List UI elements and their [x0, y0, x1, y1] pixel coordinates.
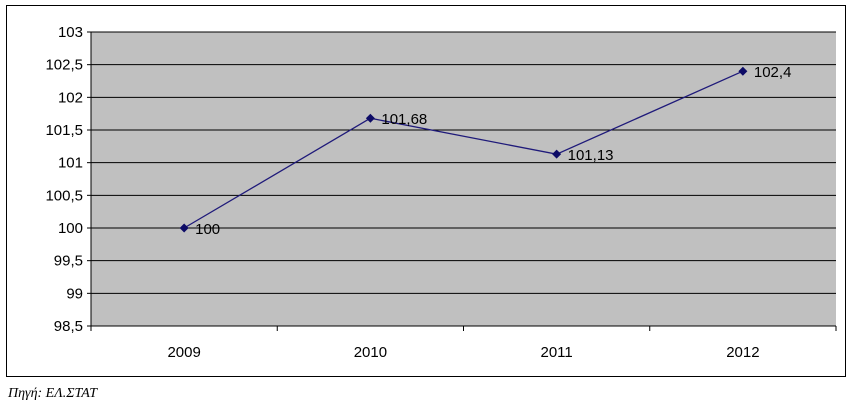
y-tick-label: 100,5	[45, 187, 83, 204]
y-tick-label: 103	[58, 24, 83, 41]
y-tick-label: 98,5	[54, 318, 83, 335]
y-tick-label: 99,5	[54, 253, 83, 270]
series-line	[183, 70, 744, 229]
x-tick-label: 2010	[354, 344, 387, 361]
gridlines	[91, 31, 836, 294]
x-tick-label: 2012	[726, 344, 759, 361]
data-point-marker	[552, 149, 562, 159]
y-tick-label: 99	[66, 285, 83, 302]
data-point-marker	[179, 223, 189, 233]
y-tick-label: 101	[58, 155, 83, 172]
data-label: 101,13	[568, 147, 614, 164]
x-tick-label: 2011	[540, 344, 572, 361]
data-label: 102,4	[754, 64, 792, 81]
series	[179, 66, 748, 233]
source-note: Πηγή: ΕΛ.ΣΤΑΤ	[8, 386, 98, 401]
x-axis-tick-labels: 2009 2010 2011 2012	[167, 344, 759, 361]
data-label: 100	[195, 221, 220, 238]
data-labels: 100 101,68 101,13 102,4	[195, 64, 791, 238]
y-tick-label: 100	[58, 220, 83, 237]
y-tick-label: 101,5	[45, 122, 83, 139]
axes	[87, 31, 837, 331]
line-chart: 98,5 99 99,5 100 100,5 101 101,5 102 102,5 103 20…	[45, 24, 837, 361]
data-point-marker	[738, 66, 748, 76]
data-label: 101,68	[381, 111, 427, 128]
y-axis-tick-labels: 98,5 99 99,5 100 100,5 101 101,5 102 102,5 103	[45, 24, 83, 335]
x-tick-label: 2009	[167, 344, 200, 361]
y-tick-label: 102,5	[45, 57, 83, 74]
chart-frame: 98,5 99 99,5 100 100,5 101 101,5 102 102,5 103 20…	[6, 5, 846, 377]
data-point-marker	[365, 113, 375, 123]
y-tick-label: 102	[58, 89, 83, 106]
plot-area	[91, 32, 836, 326]
